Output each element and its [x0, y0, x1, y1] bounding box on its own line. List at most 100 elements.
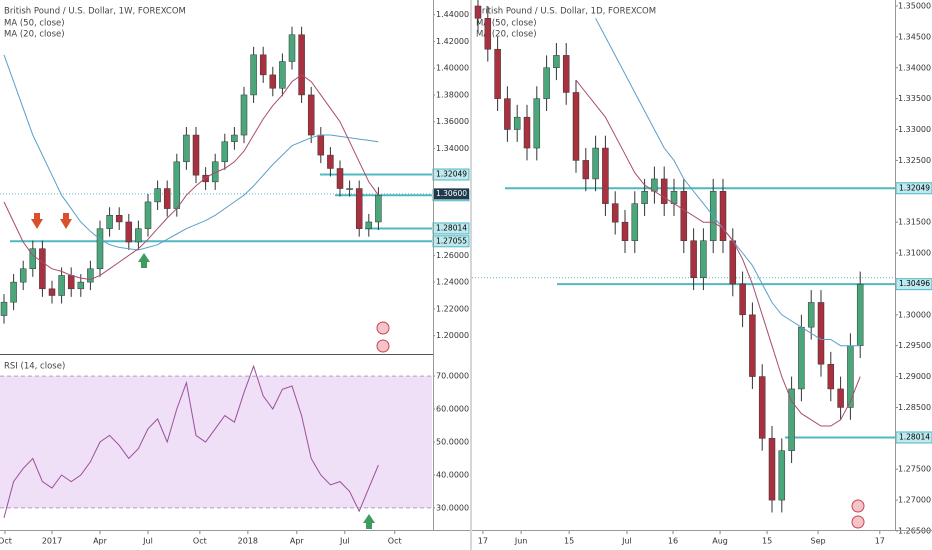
- candle-body: [660, 178, 668, 204]
- candle-body: [788, 388, 795, 451]
- x-tick-label: Aug: [712, 537, 728, 546]
- candle-body: [19, 268, 27, 283]
- candle-body: [288, 34, 296, 62]
- candle-body: [474, 5, 482, 19]
- y-tick-label: 1.33500: [898, 94, 931, 103]
- y-tick-label: 1.30000: [898, 310, 931, 319]
- candle-body: [77, 281, 85, 290]
- candle-body: [10, 281, 17, 303]
- candle-body: [680, 191, 688, 241]
- level-label: 1.28014: [436, 223, 467, 232]
- chart-separator: [470, 0, 472, 550]
- candle-body: [39, 248, 46, 290]
- x-tick-label: 16: [668, 537, 678, 546]
- candle-body: [582, 160, 590, 180]
- candle-body: [259, 54, 267, 76]
- x-tick-label: Oct: [0, 537, 12, 546]
- y-tick-label: 1.38000: [436, 90, 469, 99]
- last-price-label: 1.30600: [436, 189, 467, 198]
- x-tick-label: Apr: [290, 537, 305, 546]
- event-icon[interactable]: [851, 499, 865, 513]
- down-arrow: [31, 219, 43, 229]
- y-tick-label: 60.0000: [436, 405, 469, 414]
- event-icon[interactable]: [851, 515, 865, 529]
- panel-title: British Pound / U.S. Dollar, 1W, FOREXCO…: [4, 7, 186, 17]
- moving-average: [3, 54, 379, 251]
- candle-body: [798, 326, 805, 390]
- candle-body: [700, 240, 707, 279]
- y-tick-label: 1.29000: [898, 372, 931, 381]
- candle-body: [719, 191, 727, 241]
- candle-body: [484, 18, 492, 50]
- up-arrow: [141, 261, 147, 268]
- x-tick-label: Jun: [514, 537, 528, 546]
- y-tick-label: 1.24000: [436, 278, 469, 287]
- y-tick-label: 50.0000: [436, 438, 469, 447]
- y-tick-label: 1.31000: [898, 249, 931, 258]
- x-tick-label: 2018: [238, 537, 258, 546]
- event-icon[interactable]: [376, 339, 390, 353]
- candle-body: [135, 228, 142, 243]
- candle-body: [807, 302, 815, 328]
- x-tick-label: Jul: [142, 537, 153, 546]
- up-arrow: [138, 253, 150, 262]
- panel-title: RSI (14, close): [4, 362, 65, 372]
- y-tick-label: 1.31500: [898, 218, 931, 227]
- candle-body: [690, 240, 697, 279]
- candle-body: [355, 188, 363, 229]
- x-tick-label: Oct: [193, 537, 207, 546]
- x-tick-label: Jul: [621, 537, 632, 546]
- event-icon[interactable]: [376, 321, 390, 335]
- candle-body: [837, 388, 844, 408]
- candle-body: [523, 116, 531, 149]
- candle-body: [307, 94, 315, 136]
- candle-body: [87, 268, 94, 283]
- candle-body: [856, 283, 864, 346]
- candle-body: [847, 345, 854, 408]
- y-tick-label: 1.28500: [898, 403, 931, 412]
- y-tick-label: 70.0000: [436, 372, 469, 381]
- legend-entry: MA (50, close): [4, 19, 65, 29]
- down-arrow: [34, 213, 40, 220]
- candle-body: [48, 288, 56, 296]
- y-tick-label: 1.36000: [436, 117, 469, 126]
- candle-body: [739, 283, 746, 316]
- moving-average: [3, 74, 379, 281]
- y-tick-label: 1.42000: [436, 37, 469, 46]
- candle-body: [553, 55, 560, 69]
- candle-body: [768, 438, 776, 501]
- candle-body: [562, 55, 570, 93]
- x-tick-label: Oct: [388, 537, 402, 546]
- level-label: 1.30496: [899, 279, 930, 288]
- candle-body: [572, 92, 580, 161]
- candle-body: [144, 201, 152, 229]
- candle-body: [375, 195, 382, 223]
- candle-body: [494, 48, 501, 99]
- y-tick-label: 1.33000: [898, 125, 931, 134]
- y-tick-label: 1.44000: [436, 10, 469, 19]
- y-tick-label: 1.29500: [898, 341, 931, 350]
- candle-body: [279, 61, 286, 89]
- candle-body: [602, 147, 609, 204]
- x-tick-label: 15: [564, 537, 574, 546]
- candle-body: [365, 221, 373, 229]
- up-arrow: [366, 522, 372, 529]
- candle-body: [163, 188, 171, 209]
- y-tick-label: 1.20000: [436, 331, 469, 340]
- y-tick-label: 1.22000: [436, 304, 469, 313]
- candle-body: [231, 134, 238, 142]
- candle-body: [543, 67, 550, 99]
- y-tick-label: 1.40000: [436, 64, 469, 73]
- candle-body: [817, 302, 825, 365]
- x-tick-label: Sep: [811, 537, 826, 546]
- candle-body: [729, 240, 737, 285]
- y-tick-label: 1.35000: [898, 1, 931, 10]
- candle-body: [533, 98, 541, 149]
- candle-body: [611, 203, 619, 223]
- candle-body: [827, 363, 835, 390]
- candle-body: [513, 116, 521, 130]
- candle-body: [327, 154, 334, 169]
- down-arrow: [60, 219, 72, 229]
